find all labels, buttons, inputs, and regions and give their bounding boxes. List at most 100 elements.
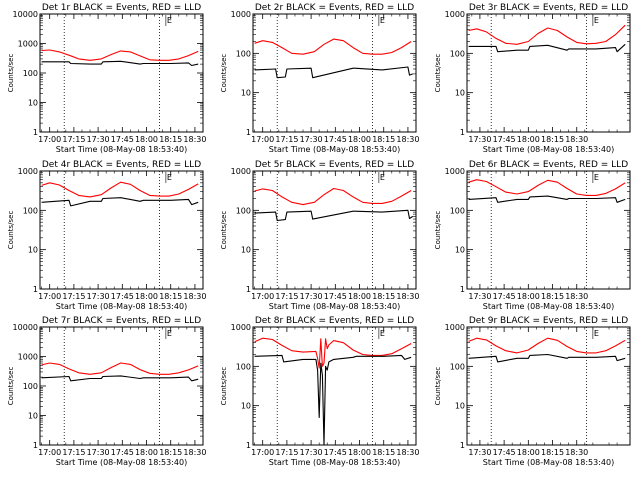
x-tick-label: 17:30 [468, 292, 491, 301]
x-tick-label: 18:00 [517, 292, 540, 301]
y-tick-label: 100 [236, 49, 251, 58]
y-axis-label: Counts/sec [7, 211, 15, 250]
y-axis-label: Counts/sec [7, 54, 15, 93]
x-tick-label: 17:15 [275, 292, 298, 301]
panel-title: Det 4r BLACK = Events, RED = LLD [42, 160, 201, 170]
x-tick-label: 18:15 [372, 448, 395, 457]
e-marker-label: E [594, 173, 599, 182]
events-series-line [468, 43, 626, 53]
y-tick-label: 100 [23, 69, 38, 78]
events-series-line [41, 60, 199, 67]
panel-5: Det 5r BLACK = Events, RED = LLD 1 10 100 10… [220, 160, 419, 311]
events-series-line [468, 195, 626, 203]
y-tick-label: 10 [241, 402, 251, 411]
plot-frame [252, 170, 417, 290]
x-tick-label: 18:00 [135, 292, 158, 301]
x-tick-label: 17:00 [251, 448, 274, 457]
x-tick-label: 18:30 [396, 448, 419, 457]
x-axis-label: Start Time (08-May-08 18:53:40) [269, 302, 400, 311]
panel-title: Det 5r BLACK = Events, RED = LLD [255, 160, 414, 170]
y-axis-label: Counts/sec [7, 367, 15, 406]
x-tick-label: 18:30 [565, 292, 588, 301]
x-axis-label: Start Time (08-May-08 18:53:40) [269, 458, 400, 467]
x-tick-label: 17:45 [324, 135, 347, 144]
events-series-line [254, 209, 414, 222]
y-tick-label: 10 [28, 246, 38, 255]
y-tick-label: 1000 [18, 167, 38, 176]
panel-3: Det 3r BLACK = Events, RED = LLD 1 10 100 10… [434, 3, 631, 154]
e-marker-label: E [167, 329, 172, 338]
y-tick-label: 1000 [18, 353, 38, 362]
plot-frame [466, 326, 631, 446]
x-axis-label: Start Time (08-May-08 18:53:40) [483, 458, 614, 467]
x-tick-label: 18:15 [159, 135, 182, 144]
plot-frame [466, 170, 631, 290]
y-tick-label: 100 [450, 362, 465, 371]
panel-title: Det 1r BLACK = Events, RED = LLD [42, 3, 201, 13]
plot-frame [252, 326, 417, 446]
y-tick-label: 1 [33, 441, 38, 450]
x-tick-label: 18:15 [541, 448, 564, 457]
y-axis-label: Counts/sec [220, 54, 228, 93]
lld-series-line [254, 38, 412, 55]
plot-frame [466, 13, 631, 133]
x-tick-label: 17:00 [38, 292, 61, 301]
x-tick-label: 17:30 [87, 448, 110, 457]
y-tick-label: 1000 [445, 10, 465, 19]
panel-title: Det 2r BLACK = Events, RED = LLD [255, 3, 414, 13]
x-tick-label: 17:45 [111, 448, 134, 457]
y-tick-label: 1000 [231, 323, 251, 332]
panel-title: Det 3r BLACK = Events, RED = LLD [469, 3, 628, 13]
plot-frame [39, 170, 204, 290]
y-tick-label: 1 [33, 128, 38, 137]
y-tick-label: 1 [33, 285, 38, 294]
x-tick-label: 17:15 [62, 448, 85, 457]
events-series-line [468, 353, 626, 363]
x-tick-label: 18:00 [348, 448, 371, 457]
x-tick-label: 18:00 [348, 292, 371, 301]
y-tick-label: 10 [28, 99, 38, 108]
lld-series-line [41, 362, 199, 375]
x-tick-label: 18:30 [565, 448, 588, 457]
panel-6: Det 6r BLACK = Events, RED = LLD 1 10 100 10… [434, 160, 631, 311]
x-tick-label: 18:15 [541, 292, 564, 301]
e-marker-label: E [380, 329, 385, 338]
y-axis-label: Counts/sec [220, 367, 228, 406]
x-axis-label: Start Time (08-May-08 18:53:40) [269, 145, 400, 154]
y-tick-label: 100 [236, 362, 251, 371]
panel-9: Det 9r BLACK = Events, RED = LLD 1 10 100 10… [434, 316, 631, 467]
lld-series-line [468, 337, 626, 354]
x-tick-label: 18:30 [183, 448, 206, 457]
lld-series-line [41, 181, 199, 198]
panel-1: Det 1r BLACK = Events, RED = LLD 1 10 100 10… [7, 3, 206, 154]
panel-title: Det 9r BLACK = Events, RED = LLD [469, 316, 628, 326]
e-marker-label: E [594, 329, 599, 338]
x-tick-label: 18:30 [183, 292, 206, 301]
x-tick-label: 18:15 [372, 292, 395, 301]
plot-frame [39, 13, 204, 133]
x-tick-label: 17:00 [38, 448, 61, 457]
e-marker-label: E [167, 173, 172, 182]
x-tick-label: 17:15 [62, 135, 85, 144]
lld-series-line [254, 187, 412, 206]
x-tick-label: 18:00 [517, 448, 540, 457]
events-series-line [41, 375, 199, 382]
x-tick-label: 18:00 [517, 135, 540, 144]
x-tick-label: 17:15 [275, 448, 298, 457]
y-tick-label: 1 [246, 441, 251, 450]
x-tick-label: 18:30 [396, 135, 419, 144]
y-tick-label: 100 [23, 382, 38, 391]
y-tick-label: 1 [246, 128, 251, 137]
y-tick-label: 10000 [13, 10, 38, 19]
panel-title: Det 7r BLACK = Events, RED = LLD [42, 316, 201, 326]
y-tick-label: 10 [241, 246, 251, 255]
x-tick-label: 18:00 [348, 135, 371, 144]
e-marker-label: E [380, 173, 385, 182]
y-axis-label: Counts/sec [220, 211, 228, 250]
x-tick-label: 17:45 [493, 448, 516, 457]
x-tick-label: 17:30 [468, 135, 491, 144]
events-series-line [254, 354, 412, 446]
x-tick-label: 17:45 [493, 292, 516, 301]
x-tick-label: 18:30 [183, 135, 206, 144]
x-tick-label: 17:15 [275, 135, 298, 144]
